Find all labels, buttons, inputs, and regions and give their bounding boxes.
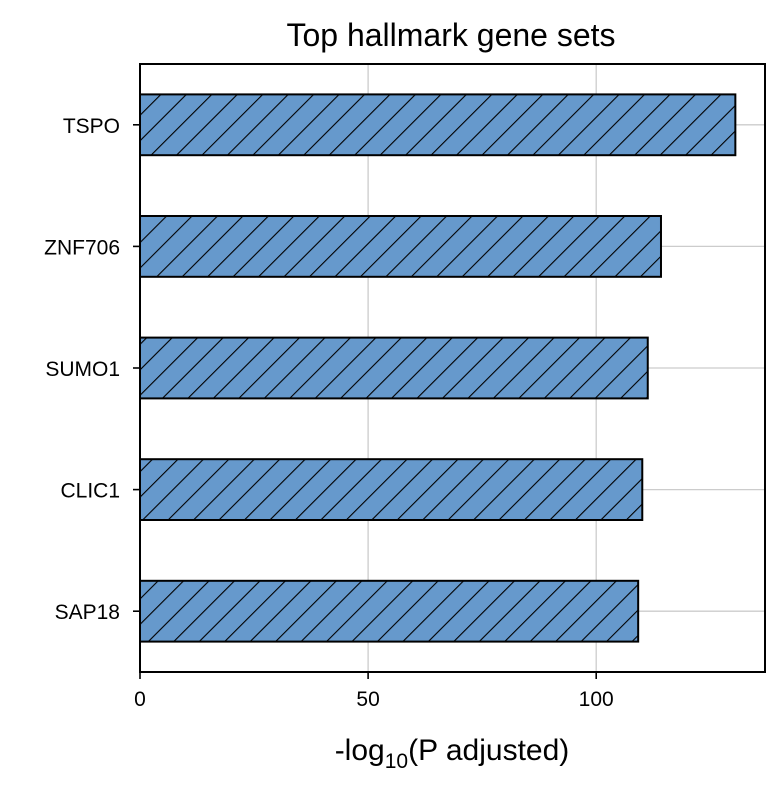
- chart-title: Top hallmark gene sets: [286, 17, 615, 53]
- bar-sumo1: [139, 336, 649, 400]
- bar-clic1: [139, 458, 644, 522]
- bar-znf706: [139, 215, 662, 278]
- y-tick-label: SAP18: [55, 601, 120, 624]
- x-axis-label: -log10(P adjusted): [335, 734, 570, 773]
- y-tick-label: CLIC1: [60, 480, 120, 503]
- x-axis-label-subscript: 10: [385, 750, 408, 773]
- bar-sap18: [139, 579, 640, 643]
- y-tick-label: SUMO1: [45, 358, 120, 381]
- x-axis: 0 50 100: [134, 672, 614, 711]
- x-tick-label: 100: [579, 688, 614, 711]
- x-axis-label-suffix: (P adjusted): [408, 734, 569, 767]
- x-axis-label-prefix: -log: [335, 734, 385, 767]
- y-tick-label: TSPO: [63, 115, 120, 138]
- y-axis: TSPO ZNF706 SUMO1 CLIC1 SAP18: [44, 115, 140, 624]
- bars: [139, 93, 737, 643]
- y-tick-label: ZNF706: [44, 236, 120, 259]
- x-tick-label: 0: [134, 688, 146, 711]
- bar-tspo: [139, 93, 737, 157]
- x-tick-label: 50: [356, 688, 379, 711]
